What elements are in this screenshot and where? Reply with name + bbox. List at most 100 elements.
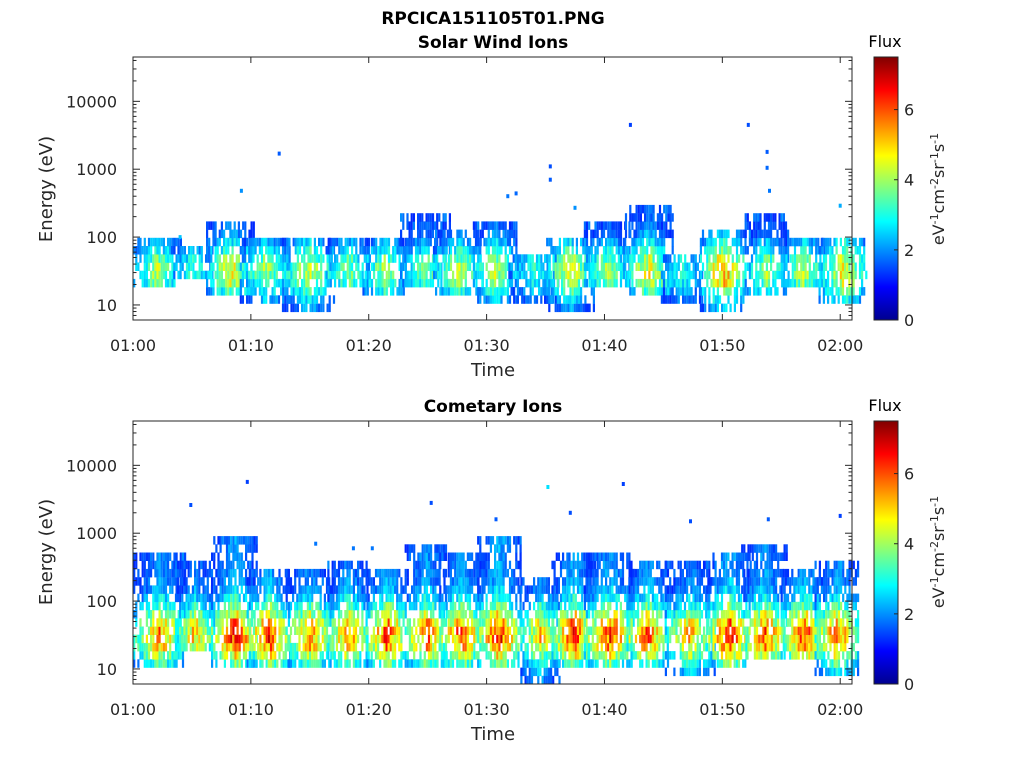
spectrogram-cell bbox=[278, 568, 281, 578]
spectrogram-cell bbox=[286, 278, 289, 288]
spectrogram-cell bbox=[306, 651, 309, 660]
spectrogram-cell bbox=[328, 610, 331, 619]
spectrogram-cell bbox=[344, 278, 347, 288]
spectrogram-cell bbox=[174, 560, 178, 570]
spectrogram-cell bbox=[430, 577, 433, 586]
spectrogram-cell bbox=[772, 278, 775, 288]
spectrogram-cell bbox=[548, 287, 551, 296]
spectrogram-cell bbox=[443, 229, 446, 239]
spectrogram-cell bbox=[211, 610, 214, 619]
spectrogram-cell bbox=[302, 618, 305, 627]
spectrogram-cell bbox=[530, 626, 534, 635]
spectrogram-cell bbox=[404, 610, 407, 619]
spectrogram-cell bbox=[322, 254, 325, 263]
spectrogram-cell bbox=[568, 626, 571, 635]
spectrogram-cell bbox=[370, 262, 374, 271]
spectrogram-cell bbox=[219, 585, 222, 594]
spectrogram-cell bbox=[173, 560, 176, 570]
spectrogram-cell bbox=[265, 651, 268, 660]
spectrogram-cell bbox=[321, 651, 324, 660]
spectrogram-cell bbox=[555, 585, 558, 594]
spectrogram-cell bbox=[648, 278, 651, 288]
spectrogram-cell bbox=[861, 237, 864, 247]
spectrogram-cell bbox=[852, 262, 855, 271]
spectrogram-cell bbox=[257, 626, 260, 635]
spectrogram-cell bbox=[658, 213, 662, 222]
spectrogram-cell bbox=[154, 568, 157, 578]
spectrogram-cell bbox=[145, 585, 148, 594]
spectrogram-cell bbox=[551, 651, 554, 660]
spectrogram-cell bbox=[556, 618, 559, 627]
spectrogram-cell bbox=[427, 278, 430, 288]
spectrogram-cell bbox=[485, 262, 488, 271]
spectrogram-cell bbox=[520, 634, 523, 644]
spectrogram-cell bbox=[628, 278, 631, 288]
spectrogram-cell bbox=[402, 287, 405, 296]
spectrogram-cell bbox=[841, 262, 845, 271]
spectrogram-cell bbox=[200, 246, 203, 255]
spectrogram-cell bbox=[367, 651, 370, 660]
spectrogram-cell bbox=[491, 634, 495, 644]
spectrogram-cell bbox=[213, 626, 216, 635]
spectrogram-cell bbox=[164, 270, 168, 280]
spectrogram-cell bbox=[408, 601, 411, 611]
spectrogram-cell bbox=[462, 270, 465, 280]
spectrogram-cell bbox=[175, 659, 178, 668]
spectrogram-cell bbox=[458, 246, 461, 255]
spectrogram-cell bbox=[162, 585, 165, 594]
spectrogram-cell bbox=[485, 651, 488, 660]
spectrogram-cell bbox=[523, 254, 526, 263]
spectrogram-cell bbox=[372, 642, 375, 652]
spectrogram-cell bbox=[411, 659, 414, 668]
spectrogram-cell bbox=[445, 246, 448, 255]
spectrogram-cell bbox=[425, 262, 428, 271]
spectrogram-cell bbox=[352, 601, 355, 611]
spectrogram-cell bbox=[831, 246, 834, 255]
spectrogram-cell bbox=[494, 659, 497, 668]
spectrogram-cell bbox=[425, 585, 428, 594]
spectrogram-cell bbox=[744, 237, 747, 247]
spectrogram-cell bbox=[822, 270, 825, 280]
spectrogram-cell bbox=[658, 246, 662, 255]
spectrogram-cell bbox=[234, 659, 237, 668]
spectrogram-cell bbox=[257, 593, 260, 603]
spectrogram-cell bbox=[475, 560, 478, 570]
spectrogram-cell bbox=[808, 262, 811, 271]
spectrogram-cell bbox=[289, 626, 293, 635]
spectrogram-cell bbox=[502, 229, 505, 239]
spectrogram-cell bbox=[483, 585, 486, 594]
spectrogram-cell bbox=[588, 221, 591, 230]
spectrogram-cell bbox=[460, 585, 463, 594]
spectrogram-cell bbox=[220, 270, 223, 280]
spectrogram-cell bbox=[154, 254, 157, 263]
spectrogram-cell bbox=[255, 601, 258, 611]
spectrogram-cell bbox=[200, 254, 203, 263]
spectrogram-cell bbox=[464, 229, 467, 239]
spectrogram-cell bbox=[230, 560, 233, 570]
spectrogram-cell bbox=[282, 270, 285, 280]
spectrogram-cell bbox=[237, 229, 240, 239]
spectrogram-cell bbox=[515, 536, 518, 545]
spectrogram-cell bbox=[219, 568, 222, 578]
spectrogram-cell bbox=[699, 287, 702, 296]
spectrogram-cell bbox=[162, 246, 165, 255]
spectrogram-cell bbox=[793, 237, 797, 247]
spectrogram-cell bbox=[402, 262, 405, 271]
spectrogram-cell bbox=[275, 262, 278, 271]
spectrogram-cell bbox=[158, 610, 161, 619]
spectrogram-cell bbox=[236, 560, 239, 570]
spectrogram-cell bbox=[572, 659, 575, 668]
spectrogram-cell bbox=[637, 221, 640, 230]
spectrogram-cell bbox=[622, 254, 625, 263]
spectrogram-cell bbox=[387, 585, 390, 594]
spectrogram-cell bbox=[550, 287, 553, 296]
spectrogram-cell bbox=[667, 254, 670, 263]
spectrogram-cell bbox=[425, 568, 428, 578]
spectrogram-cell bbox=[563, 237, 566, 247]
spectrogram-cell bbox=[317, 585, 320, 594]
spectrogram-cell bbox=[379, 618, 382, 627]
spectrogram-cell bbox=[763, 237, 766, 247]
spectrogram-cell bbox=[753, 237, 756, 247]
x-tick-label: 01:10 bbox=[228, 336, 274, 355]
spectrogram-cell bbox=[460, 287, 463, 296]
